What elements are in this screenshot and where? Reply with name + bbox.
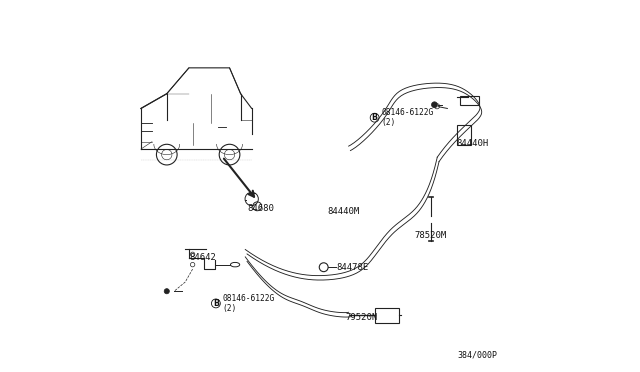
Text: 08146-6122G
(2): 08146-6122G (2)	[223, 294, 275, 313]
Circle shape	[164, 289, 170, 294]
Text: 84440M: 84440M	[328, 207, 360, 217]
Text: 84642: 84642	[189, 253, 216, 263]
Circle shape	[431, 102, 437, 108]
Text: 384/000P: 384/000P	[457, 350, 497, 359]
Bar	[376, 308, 399, 323]
Text: B: B	[372, 113, 378, 122]
Bar	[456, 125, 472, 145]
Text: 84680: 84680	[248, 203, 275, 213]
Text: 79520N: 79520N	[346, 312, 378, 321]
Text: 84478E: 84478E	[337, 263, 369, 272]
Bar	[460, 96, 479, 105]
Text: 78520M: 78520M	[414, 231, 447, 240]
Text: 08146-6122G
(2): 08146-6122G (2)	[381, 108, 433, 127]
Text: B: B	[213, 299, 219, 308]
Text: 84440H: 84440H	[456, 139, 489, 148]
